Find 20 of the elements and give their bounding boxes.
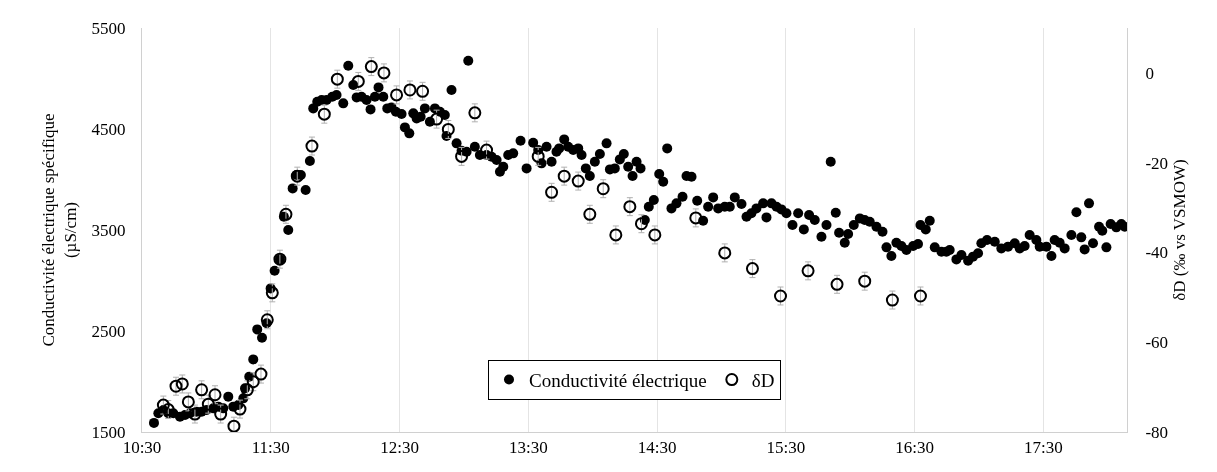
y2-tick-label: -20	[1145, 153, 1169, 173]
x-tick-label: 16:30	[895, 438, 934, 458]
y2-tick-label: -40	[1145, 243, 1169, 263]
y-tick-label: 5500	[91, 18, 126, 38]
legend-label: Conductivité électrique	[529, 369, 707, 391]
x-tick-label: 12:30	[380, 438, 419, 458]
y2-tick-label: -80	[1145, 422, 1169, 442]
y2-axis-title: δD (‰ vs VSMOW)	[1170, 159, 1190, 301]
x-tick-label: 13:30	[508, 438, 548, 458]
x-tick-label: 14:30	[637, 438, 677, 458]
y-tick-label: 4500	[91, 119, 126, 139]
y-axis-title: Conductivité électrique spécifique (µS/cm)	[39, 113, 81, 347]
y-tick-label: 3500	[91, 220, 126, 240]
legend-label: δD	[751, 369, 775, 391]
y-tick-label: 2500	[91, 321, 126, 341]
x-tick-label: 17:30	[1023, 438, 1063, 458]
y2-tick-label: 0	[1145, 63, 1154, 83]
x-tick-label: 11:30	[251, 438, 290, 458]
y2-tick-label: -60	[1145, 333, 1169, 353]
x-tick-label: 15:30	[766, 438, 806, 458]
